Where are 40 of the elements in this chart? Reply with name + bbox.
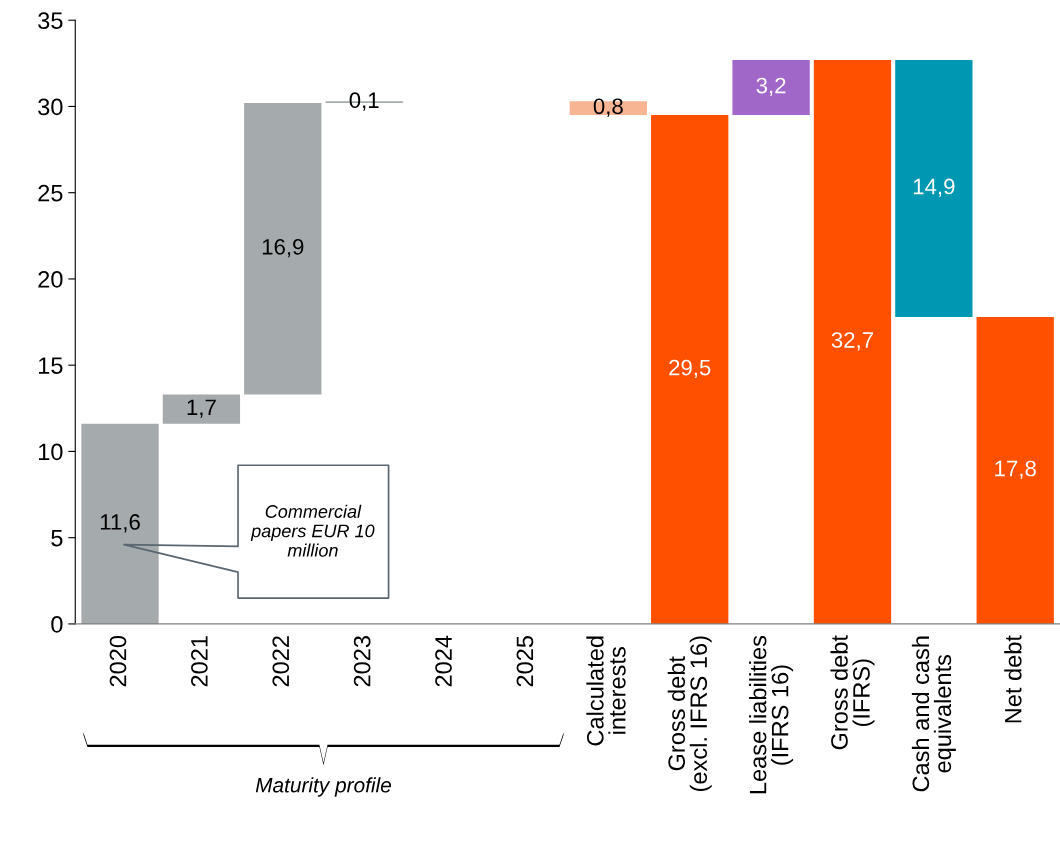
x-tick-label: Gross debt (IFRS)	[830, 635, 875, 750]
x-tick-label: Gross debt (excl. IFRS 16)	[667, 636, 712, 791]
bar	[976, 316, 1054, 624]
bar	[813, 59, 892, 624]
x-tick-label: 2022	[272, 636, 290, 687]
data-label: 32,7	[831, 332, 873, 351]
x-tick-label: Lease liabilities (IFRS 16)	[749, 635, 794, 794]
y-tick-label: 15	[38, 357, 63, 374]
data-label: 0,1	[349, 92, 379, 111]
y-tick-label: 30	[38, 98, 63, 116]
text: Maturity profile	[255, 777, 392, 797]
data-label: 3,2	[756, 77, 786, 97]
y-tick-label: 0	[51, 615, 63, 633]
y-tick-label: 5	[51, 529, 63, 547]
x-tick-label: Net debt	[1004, 635, 1022, 723]
data-label: 29,5	[669, 359, 711, 379]
bar	[162, 394, 241, 424]
x-tick-label: 2025	[516, 636, 534, 687]
y-tick-label: 20	[38, 271, 63, 288]
x-tick-label: Cash and cash equivalents	[911, 636, 956, 792]
data-label: 14,9	[913, 178, 955, 197]
y-tick-label: 25	[38, 184, 63, 202]
x-tick-label: Calculated interests	[586, 636, 626, 746]
bar	[895, 59, 973, 317]
bar	[81, 423, 159, 624]
data-label: 11,6	[100, 514, 140, 533]
x-tick-label: 2020	[109, 635, 127, 687]
bar	[244, 103, 322, 395]
x-tick-label: 2021	[191, 636, 208, 687]
data-label: 16,9	[262, 238, 304, 258]
data-label: 1,7	[187, 399, 216, 418]
x-tick-label: 2024	[435, 635, 452, 687]
data-label: 0,8	[593, 98, 623, 117]
y-tick-label: 35	[38, 12, 63, 29]
y-tick-label: 10	[38, 443, 63, 461]
x-tick-label: 2023	[353, 636, 371, 687]
annotation: Commercial papers EUR 10 million	[250, 504, 375, 557]
bar	[732, 59, 810, 116]
data-label: 17,8	[995, 460, 1036, 479]
bar	[651, 115, 729, 624]
